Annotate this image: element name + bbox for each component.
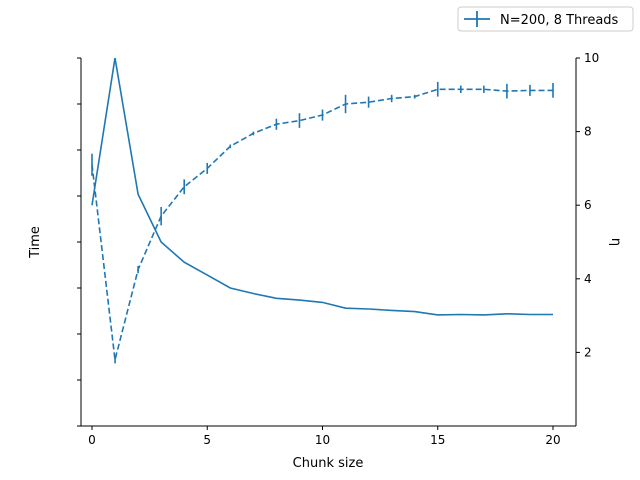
right-y-tick-label: 10 bbox=[584, 51, 599, 65]
x-tick-label: 15 bbox=[430, 433, 445, 447]
legend-box bbox=[457, 6, 634, 32]
legend-label: N=200, 8 Threads bbox=[500, 13, 619, 28]
x-tick-label: 5 bbox=[203, 433, 211, 447]
right-y-tick-label: 2 bbox=[584, 345, 592, 359]
x-tick-label: 20 bbox=[545, 433, 560, 447]
right-y-tick-label: 6 bbox=[584, 198, 592, 212]
axes: 0 5 10 15 20 2 4 6 8 10 bbox=[77, 51, 599, 447]
left-y-axis-label: Time bbox=[28, 226, 43, 259]
legend: N=200, 8 Threads bbox=[457, 6, 634, 32]
x-tick-label: 0 bbox=[88, 433, 96, 447]
x-tick-label: 10 bbox=[315, 433, 330, 447]
chart-marks bbox=[91, 57, 554, 364]
x-axis-label: Chunk size bbox=[293, 456, 364, 471]
right-y-axis-label: η bbox=[608, 238, 623, 246]
right-y-tick-label: 8 bbox=[584, 125, 592, 139]
right-y-tick-label: 4 bbox=[584, 272, 592, 286]
time-line bbox=[91, 57, 553, 316]
